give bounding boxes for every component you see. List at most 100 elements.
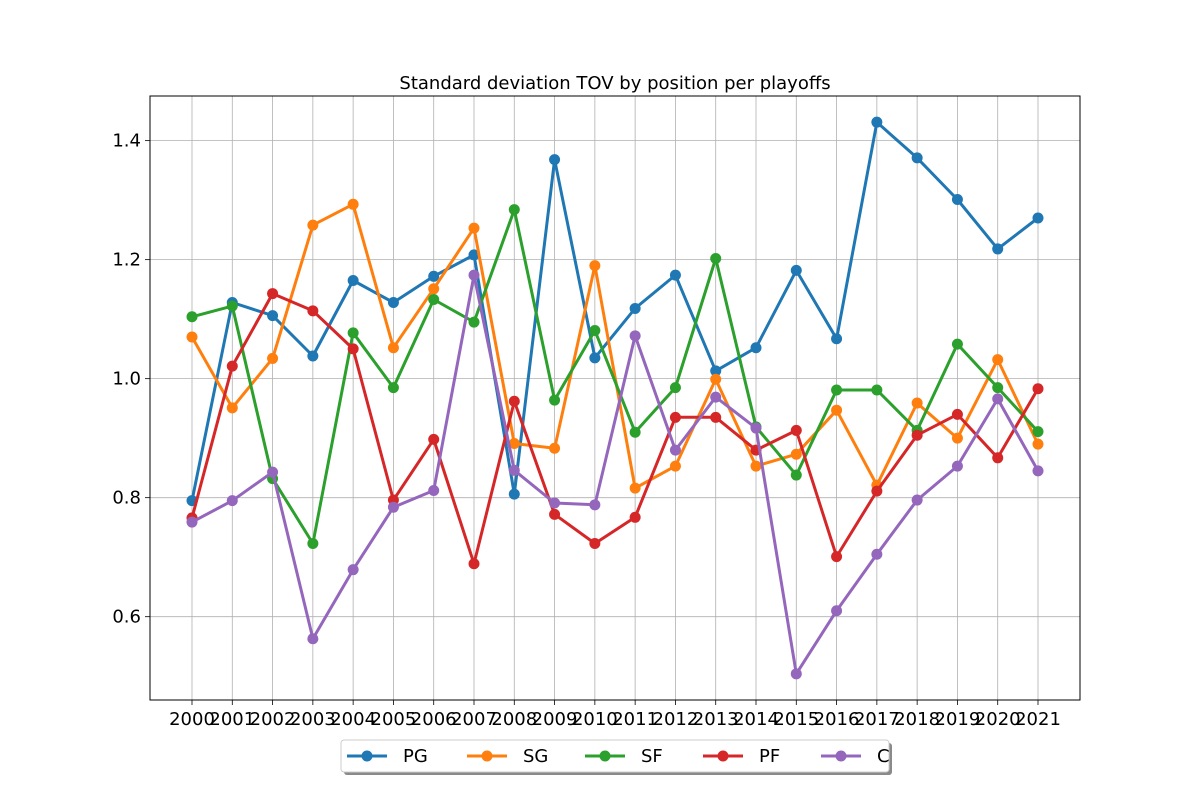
- x-tick-label: 2014: [733, 709, 779, 730]
- data-point: [710, 373, 722, 385]
- data-point: [549, 154, 561, 166]
- series-sg: [186, 198, 1044, 494]
- data-point: [267, 352, 279, 364]
- data-point: [831, 384, 843, 396]
- data-point: [669, 460, 681, 472]
- series-line: [191, 273, 1040, 676]
- data-point: [468, 269, 480, 281]
- data-point: [307, 537, 319, 549]
- y-tick-label: 0.8: [112, 488, 141, 509]
- data-point: [669, 444, 681, 456]
- data-point: [951, 460, 963, 472]
- data-point: [669, 382, 681, 394]
- x-tick-label: 2010: [572, 709, 618, 730]
- data-point: [710, 365, 722, 377]
- data-point: [347, 198, 359, 210]
- data-point: [428, 433, 440, 445]
- series-sf: [186, 204, 1044, 549]
- data-point: [831, 551, 843, 563]
- x-tick-label: 2020: [975, 709, 1021, 730]
- x-tick-label: 2004: [330, 709, 376, 730]
- data-point: [267, 466, 279, 478]
- data-point: [468, 316, 480, 328]
- data-point: [549, 442, 561, 454]
- data-point: [307, 350, 319, 362]
- legend-item-sf: SF: [585, 746, 663, 767]
- x-tick-label: 2017: [854, 709, 900, 730]
- data-point: [629, 330, 641, 342]
- legend-item-pg: PG: [347, 746, 428, 767]
- legend: PG SG SF PF C: [340, 739, 892, 775]
- x-tick-label: 2005: [371, 709, 417, 730]
- data-point: [951, 194, 963, 206]
- data-point: [1032, 383, 1044, 395]
- series-line: [190, 292, 1040, 566]
- data-point: [508, 395, 520, 407]
- legend-label: C: [877, 746, 890, 767]
- data-point: [307, 633, 319, 645]
- legend-label: PG: [403, 746, 428, 767]
- data-point: [871, 548, 883, 560]
- grid-lines: [150, 96, 1080, 700]
- data-point: [549, 508, 561, 520]
- data-point: [790, 264, 802, 276]
- chart-title: Standard deviation TOV by position per p…: [399, 73, 830, 94]
- legend-marker: [717, 750, 729, 762]
- data-point: [750, 422, 762, 434]
- series-c: [186, 269, 1044, 680]
- data-point: [911, 397, 923, 409]
- data-point: [951, 432, 963, 444]
- data-point: [428, 485, 440, 497]
- data-point: [347, 564, 359, 576]
- legend-marker: [481, 750, 493, 762]
- legend-marker: [599, 750, 611, 762]
- data-point: [226, 300, 238, 312]
- data-point: [387, 296, 399, 308]
- data-point: [387, 501, 399, 513]
- data-point: [589, 260, 601, 272]
- data-point: [589, 324, 601, 336]
- data-point: [831, 333, 843, 345]
- data-point: [831, 404, 843, 416]
- data-point: [226, 360, 238, 372]
- data-point: [992, 452, 1004, 464]
- legend-marker: [835, 750, 847, 762]
- data-point: [951, 408, 963, 420]
- data-point: [710, 252, 722, 264]
- x-tick-label: 2006: [411, 709, 457, 730]
- data-point: [831, 605, 843, 617]
- data-point: [992, 354, 1004, 366]
- data-point: [347, 343, 359, 355]
- data-point: [710, 411, 722, 423]
- legend-item-c: C: [821, 746, 890, 767]
- legend-marker: [361, 750, 373, 762]
- data-point: [1032, 465, 1044, 477]
- data-point: [589, 537, 601, 549]
- data-point: [549, 394, 561, 406]
- x-tick-label: 2009: [532, 709, 578, 730]
- x-tick-label: 2003: [290, 709, 336, 730]
- data-point: [468, 249, 480, 261]
- data-point: [790, 668, 802, 680]
- data-point: [307, 305, 319, 317]
- data-point: [1032, 438, 1044, 450]
- data-point: [226, 495, 238, 507]
- x-tick-label: 2000: [169, 709, 215, 730]
- x-tick-label: 2007: [451, 709, 497, 730]
- y-tick-label: 1.2: [112, 250, 141, 271]
- data-point: [871, 116, 883, 128]
- data-point: [589, 352, 601, 364]
- x-tick-label: 2015: [773, 709, 819, 730]
- data-point: [428, 294, 440, 306]
- data-point: [186, 516, 198, 528]
- data-point: [387, 342, 399, 354]
- data-point: [307, 219, 319, 231]
- data-point: [226, 402, 238, 414]
- data-point: [508, 204, 520, 216]
- series-layer: [186, 116, 1044, 680]
- x-tick-label: 2002: [250, 709, 296, 730]
- data-point: [669, 411, 681, 423]
- series-pf: [186, 288, 1044, 570]
- data-point: [267, 310, 279, 322]
